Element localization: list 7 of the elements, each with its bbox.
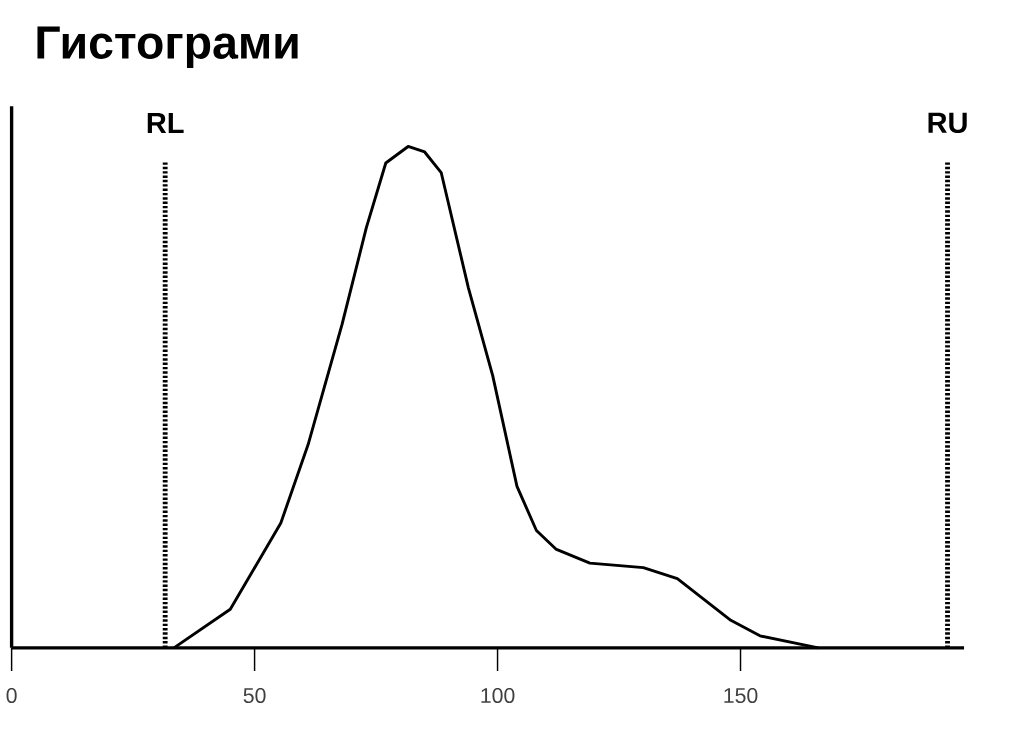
x-tick-label: 100 <box>481 687 515 703</box>
ref-line-label: RU <box>928 112 967 133</box>
chart-title: Гистограми <box>37 26 298 68</box>
ref-line-label: RL <box>147 112 184 133</box>
x-tick-label: 150 <box>724 687 758 703</box>
x-tick-label: 0 <box>6 687 17 703</box>
x-tick-label: 50 <box>243 687 266 703</box>
